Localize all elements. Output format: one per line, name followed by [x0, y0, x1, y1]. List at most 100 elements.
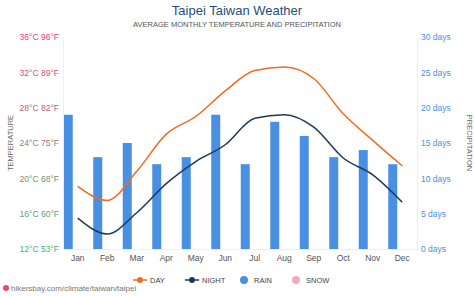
tick-label: 36°C 96°F [20, 32, 59, 42]
tick: 25 days [417, 68, 451, 78]
tick-label: Jul [249, 253, 260, 263]
axis-line [63, 38, 64, 250]
tick-label: 0 days [421, 244, 446, 254]
bar [329, 157, 338, 249]
x-axis: Jan Feb Mar Apr May Jun Jul Aug Sep Oct Nov Dec [64, 249, 418, 263]
bar [403, 249, 412, 250]
legend-symbol [240, 276, 248, 284]
legend-item: RAIN [240, 276, 272, 285]
line [78, 67, 403, 200]
bar [226, 249, 235, 250]
tick: Apr [160, 249, 173, 263]
tick-label: Sep [306, 253, 321, 263]
tick-label: 5 days [421, 209, 446, 219]
tick-label: 32°C 89°F [20, 68, 59, 78]
tick-label: Jun [218, 253, 232, 263]
tick-label: 25 days [421, 68, 451, 78]
bar [359, 150, 368, 249]
tick: 32°C 89°F [20, 68, 63, 78]
tick: 10 days [417, 174, 451, 184]
tick: 28°C 82°F [20, 103, 63, 113]
y2-axis: 0 days 5 days 10 days 15 days 20 days 25 days… [417, 32, 451, 254]
tick-label: Mar [129, 253, 144, 263]
bar [211, 115, 220, 249]
bar [255, 249, 264, 250]
tick: Jun [218, 249, 232, 263]
legend: DAY NIGHT RAIN SNOW [133, 276, 330, 285]
tick: Feb [100, 249, 115, 263]
tick: 20°C 68°F [20, 174, 63, 184]
tick-label: Dec [395, 253, 411, 263]
tick-label: Jan [71, 253, 85, 263]
tick-label: 15 days [421, 138, 451, 148]
tick: 20 days [417, 103, 451, 113]
tick-label: 12°C 53°F [20, 244, 59, 254]
legend-item: NIGHT [185, 276, 226, 285]
axis-line [417, 38, 418, 250]
tick: 12°C 53°F [20, 244, 63, 254]
bar [123, 143, 132, 249]
bar [373, 249, 382, 250]
bar [64, 115, 73, 249]
bar [152, 164, 161, 249]
bar [108, 249, 117, 250]
tick-label: Feb [100, 253, 115, 263]
bar [344, 249, 353, 250]
tick: 15 days [417, 138, 451, 148]
tick: Mar [129, 249, 144, 263]
tick: Dec [395, 249, 411, 263]
tick: Oct [337, 249, 351, 263]
tick: Nov [365, 249, 381, 263]
legend-symbol [292, 276, 300, 284]
bar [314, 249, 323, 250]
bar [78, 249, 87, 250]
legend-label: SNOW [306, 276, 330, 285]
bar [285, 249, 294, 250]
tick-label: May [188, 253, 205, 263]
tick: 36°C 96°F [20, 32, 63, 42]
tick: Aug [277, 249, 292, 263]
legend-label: DAY [150, 276, 165, 285]
bar [93, 157, 102, 249]
bar [167, 249, 176, 250]
bar [388, 164, 397, 249]
y-axis: 12°C 53°F 16°C 60°F 20°C 68°F 24°C 75°F 28°C… [20, 32, 64, 254]
bar [300, 136, 309, 249]
tick: Jul [249, 249, 260, 263]
source: hikersbay.com/climate/taiwan/taipei [11, 284, 136, 293]
legend-item: DAY [133, 276, 165, 285]
legend-label: NIGHT [202, 276, 226, 285]
tick-label: Apr [160, 253, 173, 263]
tick: 0 days [417, 244, 446, 254]
y2-axis-title: PRECIPITATION [465, 115, 474, 171]
bar-series [64, 115, 398, 249]
tick-label: 30 days [421, 32, 451, 42]
tick: Sep [306, 249, 321, 263]
tick-label: Aug [277, 253, 292, 263]
tick-label: 10 days [421, 174, 451, 184]
tick: 16°C 60°F [20, 209, 63, 219]
tick-label: 28°C 82°F [20, 103, 59, 113]
source-icon [3, 285, 9, 291]
tick: 30 days [417, 32, 451, 42]
bar [137, 249, 146, 250]
tick: May [188, 249, 205, 263]
y-axis-title: TEMPERATURE [6, 115, 15, 171]
axis-line [64, 249, 418, 250]
plot-area [64, 67, 403, 249]
bar [241, 164, 250, 249]
tick: 24°C 75°F [20, 138, 63, 148]
legend-symbol [137, 277, 143, 283]
tick-label: Nov [365, 253, 381, 263]
tick: 5 days [417, 209, 446, 219]
legend-label: RAIN [254, 276, 272, 285]
tick-label: 20°C 68°F [20, 174, 59, 184]
tick-label: 16°C 60°F [20, 209, 59, 219]
tick-label: 20 days [421, 103, 451, 113]
tick-label: Oct [337, 253, 351, 263]
subtitle: AVERAGE MONTHLY TEMPERATURE AND PRECIPIT… [133, 20, 341, 29]
tick: Jan [71, 249, 85, 263]
legend-item: SNOW [292, 276, 330, 285]
legend-symbol [189, 277, 195, 283]
bar [270, 122, 279, 249]
